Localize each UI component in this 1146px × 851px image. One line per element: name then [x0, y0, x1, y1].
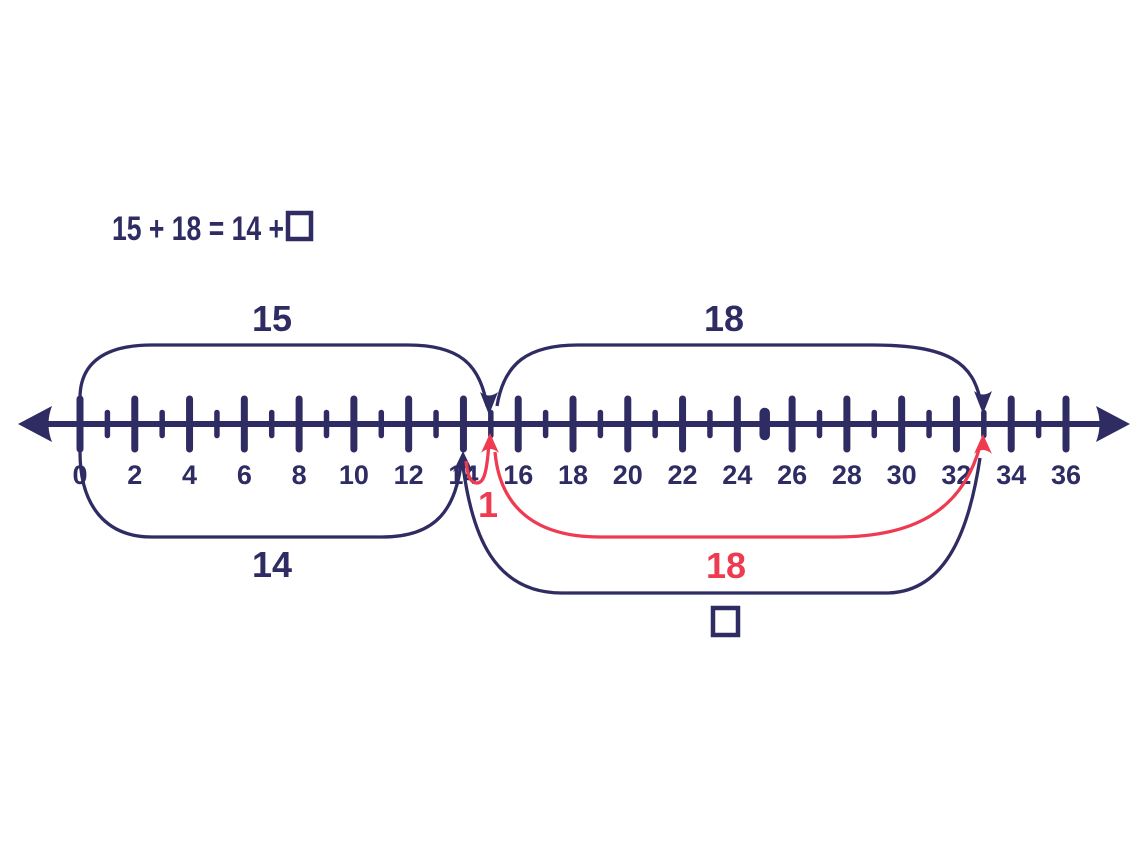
arc-bottom-18-label: 18	[706, 545, 746, 586]
equation: 15 + 18 = 14 +	[112, 210, 314, 248]
arc-top-18-arrowhead-icon	[974, 391, 992, 414]
tick-label: 10	[339, 460, 369, 490]
tick-labels: 0 2 4 6 8 10 12 14 16 18 20 22 24 26 28 30 32 34 36	[72, 460, 1081, 490]
tick-label: 6	[237, 460, 252, 490]
arc-bottom-18-arrowhead-icon	[974, 434, 992, 454]
arc-bottom-1-arrowhead-icon	[481, 433, 499, 453]
tick-label: 24	[722, 460, 752, 490]
equation-missing-value-box[interactable]	[285, 210, 314, 242]
tick-label: 36	[1051, 460, 1081, 490]
tick-label: 18	[558, 460, 588, 490]
arc-bottom-unknown	[461, 457, 982, 595]
left-arrowhead-icon	[18, 406, 52, 442]
tick-label: 22	[668, 460, 698, 490]
number-line: 0 2 4 6 8 10 12 14 16 18 20 22 24 26 28 30 32 34 36	[18, 395, 1130, 490]
tick-label: 32	[941, 460, 971, 490]
arc-top-15-label: 15	[252, 298, 292, 339]
arc-top-18	[495, 343, 983, 407]
tick-label: 30	[887, 460, 917, 490]
tick-label: 12	[394, 460, 424, 490]
tick-label: 8	[292, 460, 307, 490]
arc-bottom-1	[464, 441, 491, 485]
tick-label: 28	[832, 460, 862, 490]
tick-label: 2	[127, 460, 142, 490]
tick-label: 26	[777, 460, 807, 490]
arc-top-15-arrowhead-icon	[480, 392, 498, 415]
top-arcs: 15 18	[78, 298, 992, 415]
tick-label: 4	[182, 460, 197, 490]
arc-bottom-14	[78, 451, 464, 539]
arc-bottom-missing-value-box[interactable]	[710, 605, 741, 638]
arc-top-15	[78, 343, 489, 407]
right-arrowhead-icon	[1096, 406, 1130, 442]
tick-label: 16	[503, 460, 533, 490]
tick-marks	[76, 395, 1070, 453]
arc-bottom-14-label: 14	[252, 544, 292, 585]
tick-label: 34	[996, 460, 1026, 490]
tick-label: 20	[613, 460, 643, 490]
equation-text: 15 + 18 = 14 +	[112, 210, 284, 248]
arc-bottom-18	[493, 445, 982, 539]
arc-bottom-1-label: 1	[478, 484, 498, 525]
bottom-arcs: 14 1 18	[78, 433, 992, 638]
arc-top-18-label: 18	[704, 298, 744, 339]
